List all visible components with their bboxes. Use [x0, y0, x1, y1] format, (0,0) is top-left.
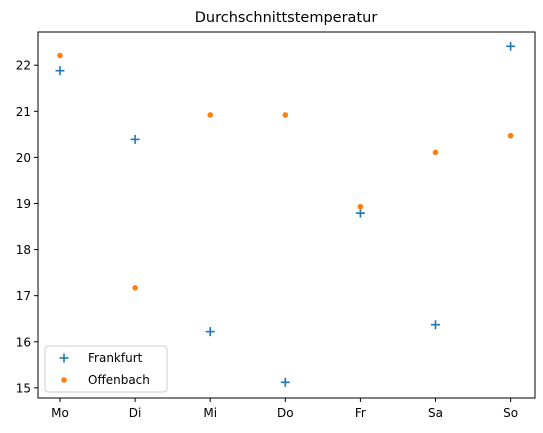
y-tick-label-15: 15	[16, 381, 31, 395]
legend-label-frankfurt: Frankfurt	[88, 351, 143, 365]
x-tick-label-mi: Mi	[203, 406, 217, 420]
point-offenbach-so	[507, 132, 514, 139]
point-offenbach-di	[132, 285, 138, 291]
y-tick-label-21: 21	[16, 105, 31, 119]
point-frankfurt-fr	[355, 208, 365, 218]
x-tick-label-sa: Sa	[428, 406, 443, 420]
legend: Frankfurt Offenbach	[44, 345, 168, 393]
y-tick-label-22: 22	[16, 59, 31, 73]
point-offenbach-mo	[57, 52, 63, 59]
point-frankfurt-mo	[55, 66, 65, 76]
x-tick-label-so: So	[503, 406, 518, 420]
chart-title: Durchschnittstemperatur	[195, 10, 378, 26]
point-frankfurt-mi	[205, 327, 215, 337]
y-tick-label-17: 17	[16, 289, 31, 303]
x-tick-label-di: Di	[129, 406, 142, 420]
point-frankfurt-di	[130, 134, 140, 144]
x-tick-label-mo: Mo	[51, 406, 69, 420]
x-tick-label-do: Do	[277, 406, 294, 420]
point-frankfurt-so	[506, 41, 516, 51]
y-tick-label-16: 16	[16, 335, 31, 349]
point-offenbach-fr	[357, 203, 364, 210]
legend-marker-offenbach	[61, 377, 67, 383]
point-offenbach-do	[282, 112, 289, 118]
point-offenbach-mi	[207, 112, 213, 118]
legend-label-offenbach: Offenbach	[88, 373, 150, 387]
axes: 15 16 17 18 19 20 21 22 Mo Di Mi Do Fr Sa So	[16, 31, 536, 420]
legend-marker-frankfurt	[59, 353, 69, 363]
legend-box	[44, 345, 168, 393]
data-points	[55, 41, 516, 387]
legend-symbol-frankfurt	[59, 353, 69, 363]
point-frankfurt-do	[280, 377, 290, 387]
y-tick-label-19: 19	[16, 197, 31, 211]
plot-frame	[37, 31, 536, 399]
point-frankfurt-sa	[431, 320, 440, 330]
point-offenbach-sa	[432, 149, 439, 156]
legend-symbol-offenbach	[61, 377, 67, 383]
y-tick-label-20: 20	[16, 151, 31, 165]
y-tick-label-18: 18	[16, 243, 31, 257]
x-tick-label-fr: Fr	[355, 406, 366, 420]
